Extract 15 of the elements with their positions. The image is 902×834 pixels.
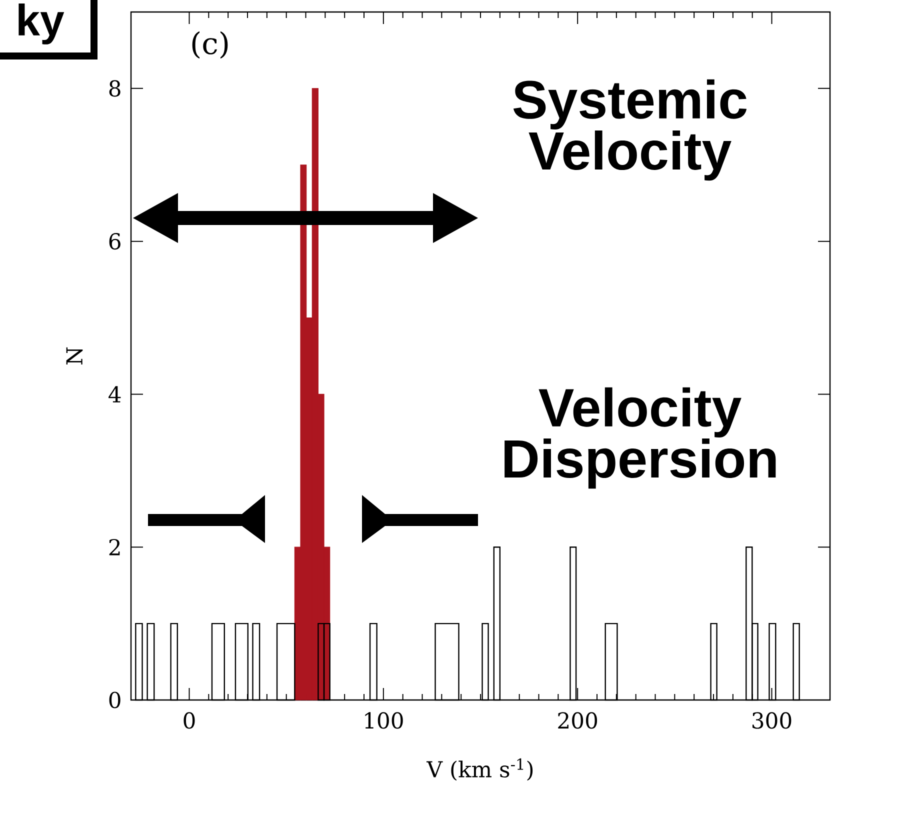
x-tick-label: 300 xyxy=(752,712,792,729)
x-tick-label: 200 xyxy=(558,712,598,729)
text: ky xyxy=(18,4,64,44)
y-tick-label: 4 xyxy=(108,386,121,402)
y-tick-label: 8 xyxy=(109,80,120,97)
x-tick-label: 0 xyxy=(184,712,195,729)
annotation: Systemic Velocity xyxy=(513,79,747,181)
y-axis-title: N xyxy=(66,347,83,364)
y-tick-label: 0 xyxy=(109,692,120,708)
x-tick-label: 100 xyxy=(365,712,403,729)
y-tick-label: 2 xyxy=(109,538,120,556)
annotation: Velocity Dispersion xyxy=(504,387,776,489)
x-axis-title: V (km s$^{-1}$) xyxy=(426,758,533,781)
annotation: (c) xyxy=(192,31,228,59)
y-tick-label: 6 xyxy=(109,233,120,250)
